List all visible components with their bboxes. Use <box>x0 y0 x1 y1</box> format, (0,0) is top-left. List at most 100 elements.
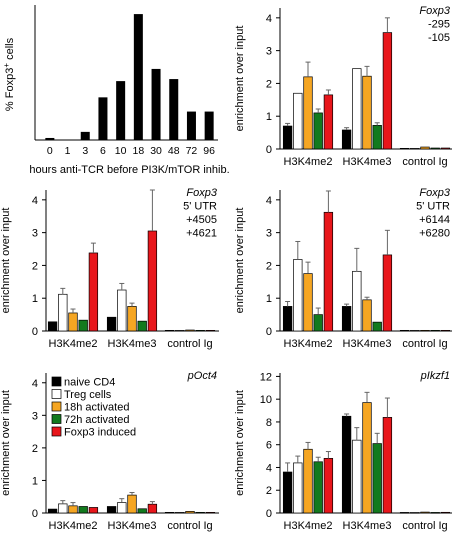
panel-c-bar <box>78 319 88 332</box>
panel-b-y-tick-label: 2 <box>266 78 272 90</box>
panel-e-legend-label: Treg cells <box>64 389 112 401</box>
panel-f-y-tick-label: 6 <box>266 440 272 452</box>
panel-a-x-tick-label: 6 <box>100 145 106 157</box>
panel-d-y-tick-label: 4 <box>266 195 272 207</box>
panel-f-bar <box>303 448 313 514</box>
panel-b-y-axis-label: enrichment over input <box>234 26 246 132</box>
panel-e-y-tick-label: 1 <box>32 475 38 487</box>
panel-e-bar <box>195 511 205 514</box>
panel-e-group-label: H3K4me3 <box>108 520 157 532</box>
panel-e: 0 1 2 3 4 enrichment over input H3K4me2 H3K4me3… <box>0 370 219 532</box>
panel-a-bar <box>98 97 108 140</box>
panel-f-y-tick-label: 0 <box>266 508 272 520</box>
panel-a-x-axis-label: hours anti-TCR before PI3K/mTOR inhib. <box>29 164 229 176</box>
panel-b-bar <box>440 147 451 150</box>
panel-b-y-tick-label: 1 <box>266 111 272 123</box>
panel-a-y-label-main: % Foxp3 <box>4 68 16 111</box>
panel-d-bar <box>313 314 323 332</box>
panel-e-y-axis-label: enrichment over input <box>0 390 12 496</box>
panel-b-bar <box>293 92 303 150</box>
panel-b-group-label: H3K4me3 <box>343 156 392 168</box>
panel-b-y-tick-label: 4 <box>266 13 272 25</box>
panel-c-bar <box>137 320 147 332</box>
panel-e-legend-swatch <box>51 426 62 437</box>
panel-e-legend-swatch <box>51 376 62 387</box>
panel-d-bar <box>293 259 303 332</box>
panel-b: 0 1 2 3 4 enrichment over input H3K4me2 H3K4me3… <box>234 5 452 168</box>
panel-d-group-label: control Ig <box>402 338 447 350</box>
panel-d-y-tick-label: 0 <box>266 326 272 338</box>
panel-e-bar <box>185 511 195 514</box>
panel-c-y-tick-label: 0 <box>32 326 38 338</box>
panel-e-bar <box>117 502 127 514</box>
panel-c-bar <box>88 252 99 332</box>
panel-f-annotation: pIkzf1 <box>420 370 450 382</box>
panel-f-group-label: control Ig <box>402 520 447 532</box>
panel-a-bar <box>204 111 214 140</box>
panel-b-bar <box>410 147 420 150</box>
panel-d-y-tick-label: 1 <box>266 293 272 305</box>
panel-c-bar <box>185 329 195 332</box>
panel-b-bar <box>430 147 440 150</box>
panel-b-annotation: -105 <box>428 32 450 44</box>
panel-a-x-tick-label: 72 <box>186 145 198 157</box>
panel-e-annotation: pOct4 <box>187 370 217 382</box>
panel-d-annotation: +6280 <box>419 228 450 240</box>
panel-b-y-tick-label: 3 <box>266 46 272 58</box>
panel-c-y-tick-label: 3 <box>32 228 38 240</box>
panel-e-legend-swatch <box>51 414 62 424</box>
panel-d-annotation: 5' UTR <box>416 201 450 213</box>
panel-b-annotation: Foxp3 <box>419 5 450 17</box>
panel-c-bar <box>58 293 68 332</box>
panel-e-bar <box>47 508 58 514</box>
panel-e-bar <box>78 506 88 514</box>
panel-f-bar <box>372 443 382 514</box>
panel-c-bar <box>68 312 78 332</box>
panel-a-bar <box>169 79 179 140</box>
panel-d-bar <box>420 329 430 332</box>
panel-e-bar <box>127 494 137 514</box>
panel-a-bar <box>116 81 126 140</box>
panel-e-bar <box>88 507 99 514</box>
panel-d-bar <box>430 329 440 332</box>
panel-b-bar <box>313 112 323 150</box>
panel-a-x-tick-label: 30 <box>150 145 162 157</box>
panel-c-bar <box>195 329 205 332</box>
panel-f-y-tick-label: 10 <box>260 394 272 406</box>
panel-a-x-tick-label: 1 <box>65 145 71 157</box>
panel-d-bar <box>282 306 293 332</box>
panel-e-bar <box>175 511 185 514</box>
panel-c-bar <box>117 289 127 332</box>
panel-c-y-axis-label: enrichment over input <box>0 208 12 314</box>
panel-b-bar <box>323 94 334 150</box>
panel-c-group-label: control Ig <box>167 338 212 350</box>
panel-a-x-tick-label: 18 <box>133 145 145 157</box>
panel-e-legend-label: 18h activated <box>64 402 129 414</box>
panel-f-group-label: H3K4me2 <box>284 520 333 532</box>
panel-a-bar <box>45 137 55 140</box>
panel-b-group-label: control Ig <box>402 156 447 168</box>
panel-c-annotation: +4621 <box>186 228 217 240</box>
panel-a-x-tick-label: 3 <box>82 145 88 157</box>
panel-a-x-tick-label: 48 <box>168 145 180 157</box>
panel-f-bar <box>323 458 334 514</box>
panel-d-bar <box>303 273 313 332</box>
panel-b-bar <box>420 146 430 150</box>
panel-c-annotation: Foxp3 <box>186 187 217 199</box>
panel-a-bar <box>151 68 161 140</box>
panel-f-bar <box>341 415 352 514</box>
panel-d-y-tick-label: 2 <box>266 260 272 272</box>
panel-d-bar <box>440 329 451 332</box>
panel-c-annotation: +4505 <box>186 214 217 226</box>
panel-f-y-tick-label: 8 <box>266 417 272 429</box>
panel-c-bar <box>106 316 117 332</box>
panel-f-bar <box>430 512 440 514</box>
panel-c-bar <box>47 321 58 332</box>
panel-e-group-label: H3K4me2 <box>49 520 98 532</box>
panel-d-annotation: +6144 <box>419 214 450 226</box>
panel-c-y-tick-label: 1 <box>32 293 38 305</box>
panel-f-y-axis-label: enrichment over input <box>234 390 246 496</box>
panel-b-group-label: H3K4me2 <box>284 156 333 168</box>
panel-f-y-tick-label: 4 <box>266 462 272 474</box>
